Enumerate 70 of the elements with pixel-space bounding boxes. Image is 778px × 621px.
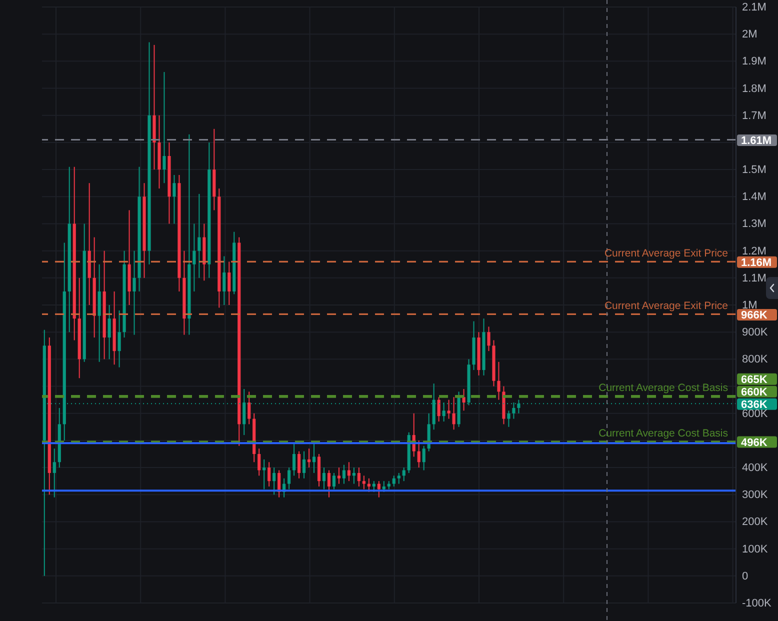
candlestick — [248, 391, 251, 425]
y-tick-label: 300K — [742, 489, 768, 502]
y-tick-label: 1.5M — [742, 164, 766, 176]
annotation: Current Average Exit Price — [604, 300, 728, 312]
ref-line-label: 966K — [741, 310, 768, 322]
candlestick — [172, 174, 176, 224]
candlestick — [332, 472, 336, 490]
candlestick — [118, 310, 121, 368]
candlestick — [192, 223, 196, 292]
candlestick — [312, 442, 316, 474]
candlestick — [447, 399, 450, 420]
y-tick-label: 1M — [742, 300, 758, 312]
candlestick — [487, 326, 490, 352]
y-tick-label: 1.1M — [742, 272, 766, 284]
y-tick-label: 2M — [742, 28, 758, 41]
y-tick-label: 900K — [742, 326, 768, 339]
ref-line-label: 660K — [741, 386, 768, 398]
candlestick — [452, 396, 456, 430]
candlestick — [108, 304, 111, 360]
y-tick-label: 1.7M — [742, 110, 766, 122]
ref-line-label: 665K — [741, 374, 768, 386]
candlestick — [362, 475, 366, 490]
annotation: Current Average Cost Basis — [598, 382, 728, 394]
candlestick — [397, 472, 400, 484]
candlestick — [327, 470, 331, 498]
candlestick — [272, 467, 276, 496]
annotation: Current Average Cost Basis — [598, 428, 728, 440]
candlestick — [357, 467, 360, 488]
candlestick — [198, 193, 201, 278]
annotation: Current Average Exit Price — [604, 248, 728, 260]
candlestick — [322, 467, 326, 490]
y-tick-label: 100K — [742, 543, 768, 556]
candlestick — [507, 410, 510, 428]
y-tick-label: 1.4M — [742, 191, 766, 204]
candlestick — [262, 458, 266, 490]
candlestick — [347, 462, 351, 482]
y-tick-label: 200K — [742, 516, 768, 528]
ref-line-label: 1.61M — [741, 135, 772, 148]
candlestick — [302, 450, 306, 479]
candlestick — [297, 450, 301, 479]
candlestick — [377, 480, 380, 498]
candlestick — [132, 250, 136, 336]
y-tick-label: 1.2M — [742, 245, 766, 258]
ref-line-label: 1.16M — [741, 257, 772, 270]
candlestick — [287, 467, 291, 490]
candlestick — [422, 445, 426, 471]
candlestick — [392, 475, 396, 488]
candlestick — [268, 462, 271, 488]
ref-line-label: 496K — [741, 436, 768, 449]
candlestick — [222, 256, 226, 306]
y-tick-label: 2.1M — [742, 2, 766, 14]
candlestick — [337, 467, 341, 484]
y-tick-label: 0 — [742, 570, 748, 582]
candlestick — [417, 440, 420, 468]
candlestick — [402, 467, 406, 482]
y-tick-label: 800K — [742, 354, 768, 366]
candlestick — [462, 388, 466, 412]
candlestick — [258, 448, 261, 476]
y-tick-label: 1.9M — [742, 56, 766, 68]
candlestick — [52, 448, 56, 498]
y-tick-label: 400K — [742, 462, 768, 474]
candlestick — [497, 361, 500, 400]
y-tick-label: -100K — [742, 598, 772, 610]
y-tick-label: 1.3M — [742, 218, 766, 230]
candlestick — [228, 261, 231, 306]
candlestick — [162, 72, 166, 184]
y-tick-label: 1.8M — [742, 82, 766, 95]
candlestick — [292, 442, 296, 476]
candlestick — [342, 464, 346, 484]
candlestick — [437, 396, 440, 422]
